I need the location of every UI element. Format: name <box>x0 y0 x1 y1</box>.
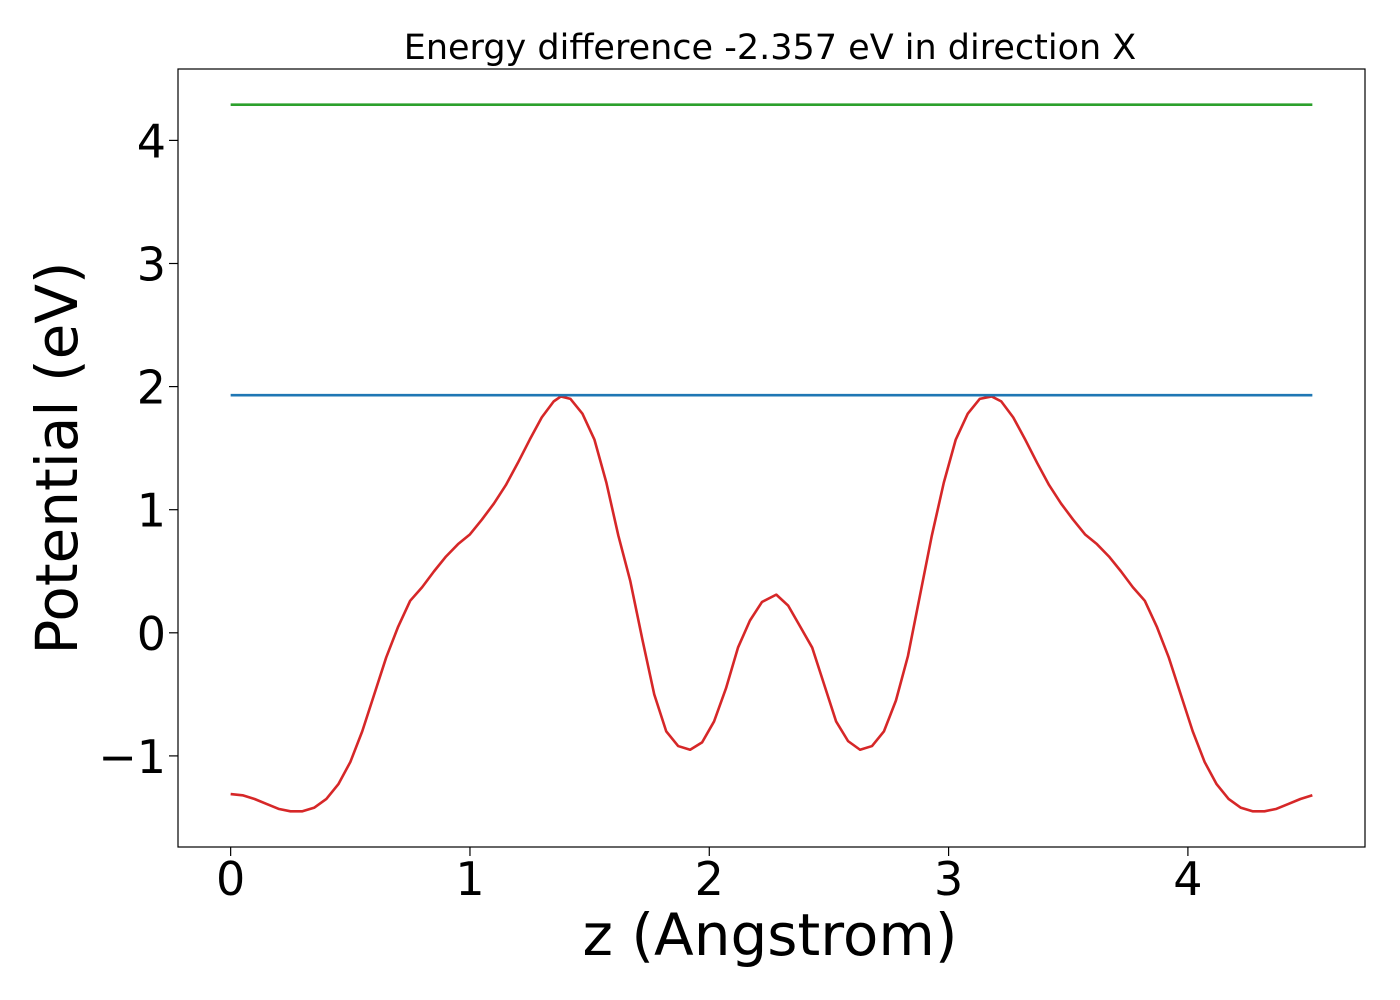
y-tick-label: −1 <box>98 730 166 784</box>
y-tick-label: 4 <box>137 114 166 168</box>
x-tick-label: 3 <box>934 852 963 906</box>
x-tick-label: 1 <box>455 852 484 906</box>
x-axis-label: z (Angstrom) <box>583 901 958 969</box>
x-tick-label: 0 <box>216 852 245 906</box>
y-axis-label: Potential (eV) <box>23 261 91 654</box>
y-tick-label: 0 <box>137 607 166 661</box>
chart-title: Energy difference -2.357 eV in direction… <box>404 28 1137 68</box>
x-ticks: 0 1 2 3 4 <box>216 847 1203 906</box>
y-tick-label: 2 <box>137 361 166 415</box>
y-tick-label: 1 <box>137 484 166 538</box>
series-line-1 <box>230 395 1313 813</box>
series-layer <box>230 103 1313 813</box>
x-tick-label: 2 <box>695 852 724 906</box>
x-tick-label: 4 <box>1173 852 1202 906</box>
y-tick-label: 3 <box>137 238 166 292</box>
y-ticks: −1 0 1 2 3 4 <box>98 114 178 784</box>
plot-frame <box>177 68 1366 848</box>
